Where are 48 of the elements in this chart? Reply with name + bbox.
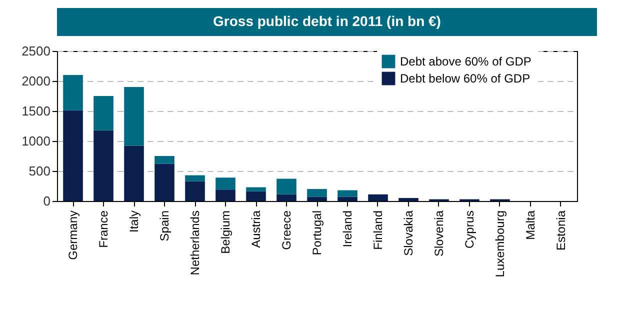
bar: [124, 87, 144, 146]
bar: [63, 110, 83, 201]
bar: [246, 187, 266, 192]
bar: [276, 178, 296, 194]
x-tick-label: Germany: [66, 210, 80, 260]
x-tick-label: Portugal: [310, 210, 324, 256]
x-tick-label: Austria: [249, 210, 264, 248]
bar: [307, 196, 327, 201]
bar: [398, 198, 418, 201]
bar: [185, 181, 205, 201]
bar: [216, 178, 236, 190]
legend-label: Debt above 60% of GDP: [400, 54, 532, 68]
x-tick-label: France: [96, 210, 111, 248]
x-tick-label: Estonia: [554, 210, 568, 251]
bar: [94, 130, 114, 201]
bar: [124, 146, 144, 201]
x-tick-label: Slovenia: [432, 210, 446, 257]
y-tick-label: 1500: [22, 104, 50, 118]
y-tick-label: 2000: [22, 74, 50, 88]
y-tick-label: 500: [28, 164, 50, 178]
bar: [368, 194, 388, 201]
legend-label: Debt below 60% of GDP: [400, 72, 530, 86]
bar: [338, 190, 358, 197]
y-tick-label: 2500: [22, 44, 50, 58]
x-tick-label: Italy: [127, 210, 142, 233]
x-tick-label: Belgium: [218, 210, 233, 254]
x-tick-label: Malta: [523, 210, 538, 240]
bar: [307, 189, 327, 197]
x-tick-label: Netherlands: [188, 210, 202, 276]
x-tick-label: Cyprus: [462, 210, 476, 249]
x-tick-label: Ireland: [340, 210, 354, 248]
x-tick-label: Spain: [158, 210, 172, 242]
x-tick-label: Slovakia: [401, 210, 416, 256]
bar: [338, 196, 358, 201]
x-tick-label: Finland: [370, 210, 385, 250]
bar: [246, 191, 266, 201]
bar: [276, 194, 296, 201]
x-tick-label: Greece: [280, 210, 294, 250]
bar: [154, 156, 174, 164]
x-tick-label: Luxembourg: [492, 210, 507, 278]
bar: [154, 164, 174, 201]
bar: [94, 96, 114, 130]
chart-title: Gross public debt in 2011 (in bn €): [213, 13, 441, 29]
bar: [216, 190, 236, 201]
y-tick-label: 1000: [22, 134, 50, 148]
bar: [185, 175, 205, 182]
y-tick-label: 0: [43, 194, 50, 208]
bar: [63, 75, 83, 110]
